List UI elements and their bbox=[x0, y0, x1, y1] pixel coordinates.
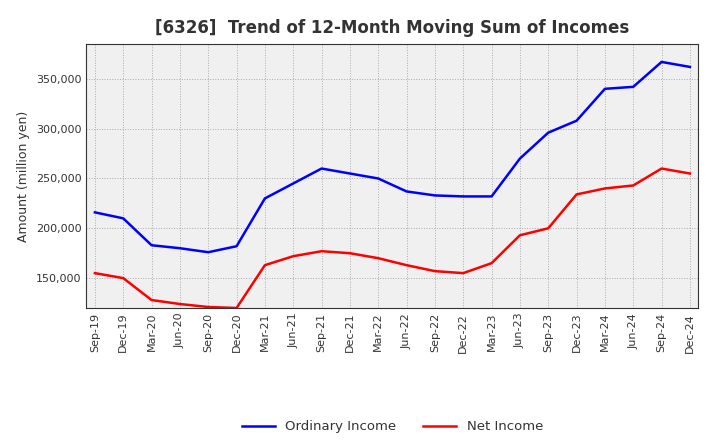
Net Income bbox=[91, 271, 99, 276]
Ordinary Income bbox=[544, 130, 552, 136]
Net Income bbox=[657, 166, 666, 171]
Net Income bbox=[572, 192, 581, 197]
Line: Net Income: Net Income bbox=[95, 169, 690, 308]
Net Income bbox=[374, 256, 382, 261]
Net Income bbox=[148, 297, 156, 303]
Net Income bbox=[204, 304, 212, 310]
Net Income bbox=[544, 226, 552, 231]
Net Income bbox=[629, 183, 637, 188]
Ordinary Income bbox=[431, 193, 439, 198]
Ordinary Income bbox=[176, 246, 184, 251]
Ordinary Income bbox=[402, 189, 411, 194]
Legend: Ordinary Income, Net Income: Ordinary Income, Net Income bbox=[237, 415, 548, 439]
Net Income bbox=[402, 263, 411, 268]
Ordinary Income bbox=[148, 242, 156, 248]
Ordinary Income bbox=[318, 166, 326, 171]
Net Income bbox=[487, 260, 496, 266]
Net Income bbox=[685, 171, 694, 176]
Ordinary Income bbox=[374, 176, 382, 181]
Net Income bbox=[516, 233, 524, 238]
Ordinary Income bbox=[600, 86, 609, 92]
Title: [6326]  Trend of 12-Month Moving Sum of Incomes: [6326] Trend of 12-Month Moving Sum of I… bbox=[156, 19, 629, 37]
Ordinary Income bbox=[487, 194, 496, 199]
Ordinary Income bbox=[119, 216, 127, 221]
Net Income bbox=[431, 268, 439, 274]
Net Income bbox=[289, 253, 297, 259]
Net Income bbox=[318, 249, 326, 254]
Line: Ordinary Income: Ordinary Income bbox=[95, 62, 690, 252]
Y-axis label: Amount (million yen): Amount (million yen) bbox=[17, 110, 30, 242]
Net Income bbox=[176, 301, 184, 307]
Ordinary Income bbox=[459, 194, 467, 199]
Ordinary Income bbox=[204, 249, 212, 255]
Ordinary Income bbox=[572, 118, 581, 123]
Net Income bbox=[600, 186, 609, 191]
Net Income bbox=[119, 275, 127, 281]
Ordinary Income bbox=[629, 84, 637, 89]
Net Income bbox=[459, 271, 467, 276]
Net Income bbox=[261, 263, 269, 268]
Ordinary Income bbox=[516, 156, 524, 161]
Ordinary Income bbox=[91, 210, 99, 215]
Net Income bbox=[346, 250, 354, 256]
Ordinary Income bbox=[233, 244, 241, 249]
Ordinary Income bbox=[346, 171, 354, 176]
Ordinary Income bbox=[657, 59, 666, 65]
Net Income bbox=[233, 305, 241, 311]
Ordinary Income bbox=[289, 181, 297, 186]
Ordinary Income bbox=[685, 64, 694, 70]
Ordinary Income bbox=[261, 196, 269, 201]
